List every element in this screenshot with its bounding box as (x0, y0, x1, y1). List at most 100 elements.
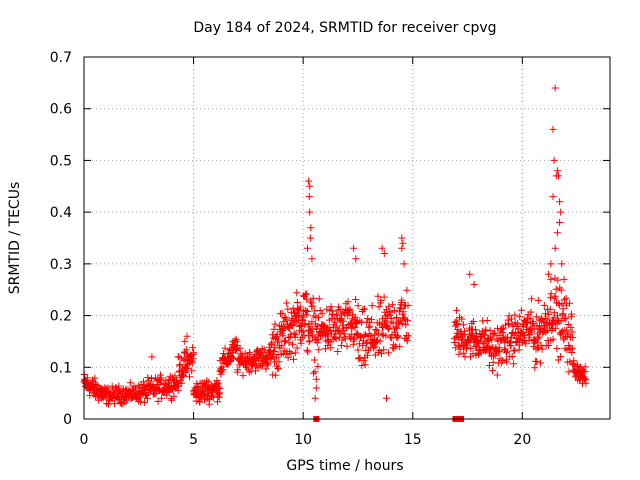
data-point (290, 355, 297, 363)
data-point (516, 313, 524, 321)
data-point (312, 375, 320, 383)
data-point (495, 331, 503, 339)
data-point (306, 208, 314, 216)
data-point (183, 332, 191, 340)
data-point (343, 342, 351, 350)
data-point (141, 398, 149, 406)
data-point (367, 332, 375, 340)
data-point (458, 315, 466, 323)
data-point (562, 314, 570, 322)
data-point (113, 386, 121, 394)
data-point (366, 322, 374, 330)
data-point (233, 346, 241, 354)
data-point (188, 359, 196, 367)
data-point (214, 398, 221, 406)
data-point (274, 365, 282, 373)
data-point (507, 342, 515, 350)
x-tick-label: 20 (513, 432, 531, 448)
x-tick-label: 5 (189, 432, 198, 448)
data-point (489, 367, 496, 375)
data-point (289, 340, 297, 348)
data-point (323, 305, 331, 313)
data-point (307, 224, 315, 232)
data-point (352, 296, 360, 303)
data-point (395, 319, 403, 326)
data-point (562, 294, 570, 302)
data-point (558, 300, 566, 308)
data-point (549, 125, 557, 133)
data-point (157, 374, 165, 382)
data-point (296, 303, 304, 311)
data-point (356, 317, 364, 325)
data-point (455, 350, 463, 358)
data-point (269, 353, 277, 361)
data-point (392, 314, 400, 321)
data-point (363, 351, 371, 359)
data-point (384, 325, 392, 333)
data-point (540, 301, 548, 309)
data-point (531, 364, 539, 372)
data-point (91, 374, 99, 382)
data-point (102, 385, 110, 393)
data-point (148, 375, 155, 382)
plot-frame (83, 56, 611, 420)
data-point (171, 372, 179, 380)
data-point (254, 364, 262, 372)
data-point (270, 348, 278, 356)
data-point (148, 353, 156, 361)
data-point (389, 319, 397, 327)
data-point (181, 369, 189, 377)
data-point (546, 305, 554, 313)
data-point (494, 348, 502, 356)
data-point (556, 198, 564, 206)
data-point (308, 326, 316, 334)
data-point (144, 394, 151, 402)
data-point (121, 398, 129, 406)
data-point (272, 354, 280, 362)
data-point (371, 343, 379, 351)
data-point (385, 302, 393, 310)
data-point (532, 313, 540, 321)
data-point (115, 382, 123, 390)
data-point (176, 361, 184, 369)
data-point (538, 345, 546, 353)
data-point (310, 369, 317, 377)
data-point (361, 361, 369, 369)
data-point (489, 330, 497, 338)
data-point (262, 365, 270, 373)
y-tick-label: 0.7 (50, 50, 72, 66)
data-point (373, 327, 381, 335)
data-point (104, 384, 112, 392)
data-point (272, 371, 280, 379)
data-point (311, 394, 319, 402)
data-point (568, 349, 576, 356)
data-point (553, 167, 561, 175)
data-point (489, 358, 497, 366)
data-point (391, 307, 399, 314)
data-point (508, 353, 516, 360)
data-point (376, 347, 384, 355)
y-tick-label: 0.3 (50, 257, 72, 273)
data-point (281, 338, 288, 345)
data-point (354, 346, 362, 354)
data-point (303, 346, 311, 354)
data-point (351, 324, 359, 332)
data-point (332, 310, 340, 318)
data-point (271, 320, 279, 328)
data-point (396, 343, 404, 351)
data-point (527, 308, 535, 316)
data-point (359, 337, 367, 345)
data-point (315, 295, 323, 303)
data-point (189, 344, 197, 352)
data-point (311, 368, 319, 376)
data-point (298, 328, 306, 336)
data-point (390, 344, 398, 352)
data-point (290, 308, 298, 316)
data-point (498, 357, 506, 364)
data-point (378, 350, 385, 358)
data-point (274, 364, 282, 372)
y-tick-label: 0.1 (50, 360, 72, 376)
data-point (344, 312, 352, 320)
data-point (350, 334, 358, 342)
data-point (283, 299, 291, 307)
